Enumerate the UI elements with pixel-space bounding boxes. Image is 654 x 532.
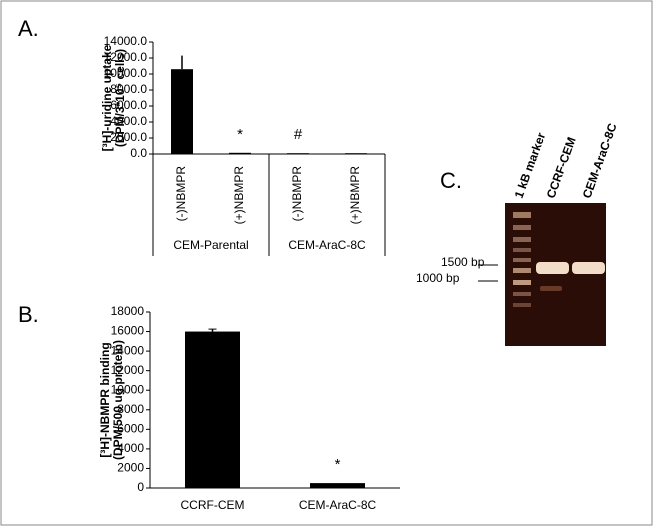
- panel-label: C.: [440, 168, 462, 193]
- marker-ladder: [513, 212, 531, 307]
- y-tick-label: 14000.0: [104, 34, 148, 48]
- y-axis-label: [³H]-uridine uptake: [100, 44, 114, 151]
- annotation: #: [294, 126, 303, 143]
- y-tick-label: 6000.0: [110, 98, 147, 112]
- x-tick-label: (+)NBMPR: [232, 166, 246, 225]
- bar: [171, 69, 193, 154]
- marker-label: 1500 bp: [441, 255, 485, 269]
- panel-label: B.: [18, 302, 39, 327]
- y-tick-label: 2000.0: [110, 130, 147, 144]
- annotation: *: [237, 126, 243, 143]
- gel-image: [505, 203, 606, 346]
- y-tick-label: 2000: [117, 461, 144, 475]
- y-tick-label: 4000.0: [110, 114, 147, 128]
- y-tick-label: 4000: [117, 441, 144, 455]
- y-tick-label: 8000: [117, 402, 144, 416]
- panel-label: A.: [18, 16, 39, 41]
- annotation: *: [335, 456, 341, 473]
- group-label: CEM-AraC-8C: [288, 238, 366, 252]
- y-tick-label: 12000: [111, 363, 145, 377]
- x-tick-label: (-)NBMPR: [174, 166, 188, 222]
- marker-label: 1000 bp: [416, 271, 460, 285]
- bar: [185, 331, 240, 488]
- y-tick-label: 14000: [111, 343, 145, 357]
- bar: [310, 483, 365, 488]
- y-axis-label: (DPM/500 ug protein): [111, 340, 125, 460]
- x-tick-label: (+)NBMPR: [348, 166, 362, 225]
- y-tick-label: 10000.0: [104, 66, 148, 80]
- gel-band: [540, 286, 562, 291]
- y-tick-label: 0.0: [130, 146, 147, 160]
- y-tick-label: 0: [137, 480, 144, 494]
- x-tick-label: (-)NBMPR: [290, 166, 304, 222]
- y-tick-label: 12000.0: [104, 50, 148, 64]
- x-tick-label: CCRF-CEM: [181, 498, 245, 512]
- y-tick-label: 16000: [111, 324, 145, 338]
- x-tick-label: CEM-AraC-8C: [299, 498, 377, 512]
- bar: [229, 152, 251, 154]
- y-axis-label: [³H]-NBMPR binding: [98, 342, 112, 457]
- gel-band: [536, 262, 569, 274]
- y-tick-label: 6000: [117, 422, 144, 436]
- bar: [287, 153, 309, 154]
- y-tick-label: 10000: [111, 382, 145, 396]
- group-label: CEM-Parental: [173, 238, 248, 252]
- bar: [345, 153, 367, 154]
- y-tick-label: 8000.0: [110, 82, 147, 96]
- y-tick-label: 18000: [111, 304, 145, 318]
- gel-band: [572, 262, 605, 274]
- y-axis-label: (DPM/3*10⁵ cells): [113, 49, 127, 147]
